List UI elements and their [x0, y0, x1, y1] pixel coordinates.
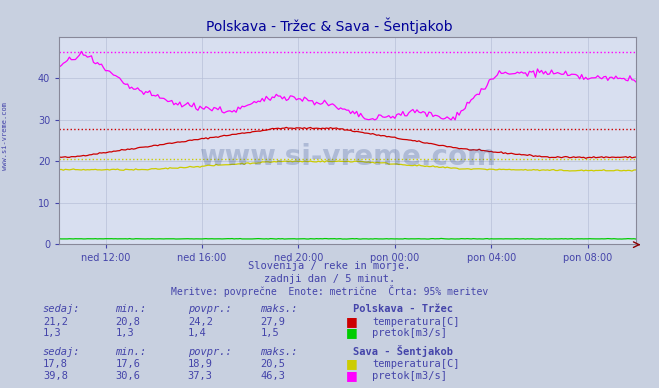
Text: temperatura[C]: temperatura[C] [372, 317, 460, 327]
Text: maks.:: maks.: [260, 347, 298, 357]
Text: 20,8: 20,8 [115, 317, 140, 327]
Text: 24,2: 24,2 [188, 317, 213, 327]
Text: 17,6: 17,6 [115, 359, 140, 369]
Text: 20,5: 20,5 [260, 359, 285, 369]
Text: temperatura[C]: temperatura[C] [372, 359, 460, 369]
Text: povpr.:: povpr.: [188, 304, 231, 314]
Text: ■: ■ [346, 315, 358, 328]
Text: pretok[m3/s]: pretok[m3/s] [372, 328, 447, 338]
Text: Meritve: povprečne  Enote: metrične  Črta: 95% meritev: Meritve: povprečne Enote: metrične Črta:… [171, 285, 488, 297]
Text: Slovenija / reke in morje.: Slovenija / reke in morje. [248, 261, 411, 271]
Text: 21,2: 21,2 [43, 317, 68, 327]
Text: 39,8: 39,8 [43, 371, 68, 381]
Text: ■: ■ [346, 326, 358, 340]
Text: www.si-vreme.com: www.si-vreme.com [199, 143, 496, 171]
Text: 1,4: 1,4 [188, 328, 206, 338]
Text: ■: ■ [346, 357, 358, 371]
Text: 1,3: 1,3 [43, 328, 61, 338]
Text: 30,6: 30,6 [115, 371, 140, 381]
Text: 37,3: 37,3 [188, 371, 213, 381]
Text: www.si-vreme.com: www.si-vreme.com [2, 102, 9, 170]
Text: 27,9: 27,9 [260, 317, 285, 327]
Text: sedaj:: sedaj: [43, 347, 80, 357]
Text: Polskava - Tržec: Polskava - Tržec [353, 304, 453, 314]
Text: 46,3: 46,3 [260, 371, 285, 381]
Text: 1,3: 1,3 [115, 328, 134, 338]
Text: zadnji dan / 5 minut.: zadnji dan / 5 minut. [264, 274, 395, 284]
Text: povpr.:: povpr.: [188, 347, 231, 357]
Text: 1,5: 1,5 [260, 328, 279, 338]
Text: Polskava - Tržec & Sava - Šentjakob: Polskava - Tržec & Sava - Šentjakob [206, 17, 453, 34]
Text: min.:: min.: [115, 304, 146, 314]
Text: 18,9: 18,9 [188, 359, 213, 369]
Text: pretok[m3/s]: pretok[m3/s] [372, 371, 447, 381]
Text: ■: ■ [346, 369, 358, 382]
Text: Sava - Šentjakob: Sava - Šentjakob [353, 345, 453, 357]
Text: sedaj:: sedaj: [43, 304, 80, 314]
Text: 17,8: 17,8 [43, 359, 68, 369]
Text: min.:: min.: [115, 347, 146, 357]
Text: maks.:: maks.: [260, 304, 298, 314]
